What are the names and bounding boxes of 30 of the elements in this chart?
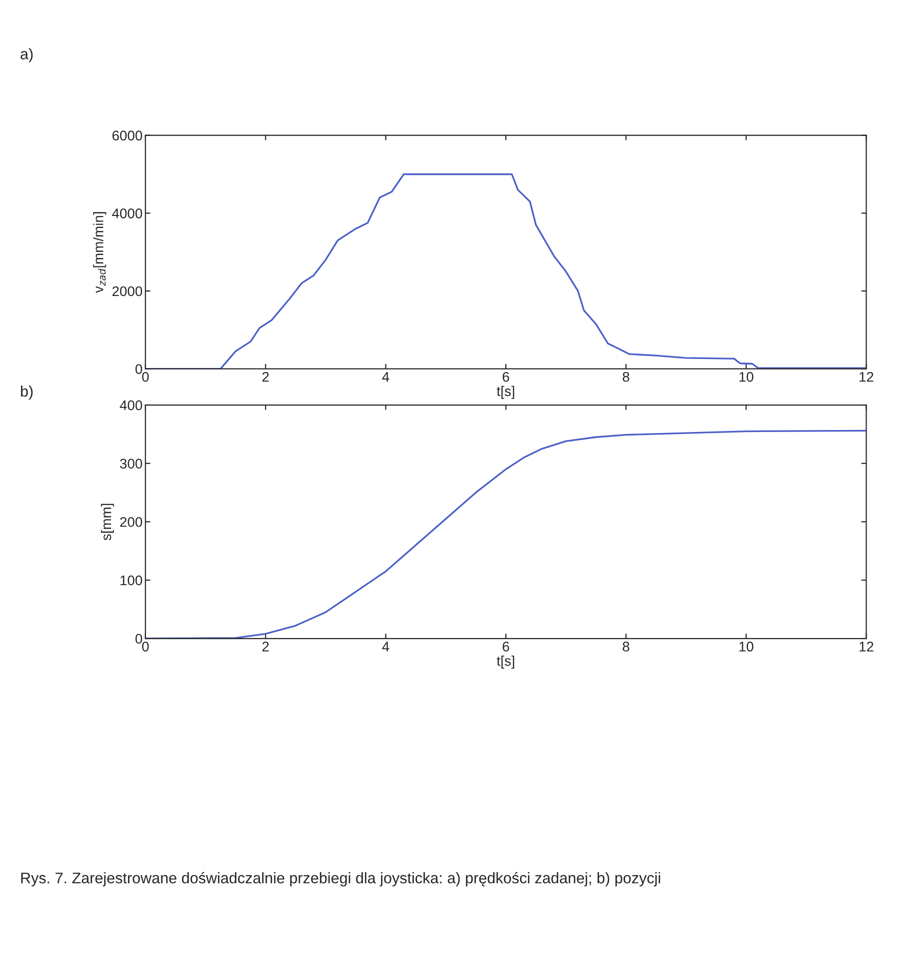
y-tick-label: 100	[120, 575, 142, 586]
x-tick-label: 2	[262, 642, 269, 652]
x-tick-label: 6	[502, 642, 510, 652]
x-axis-title: t[s]	[496, 656, 514, 669]
x-tick-label: 10	[739, 372, 754, 382]
x-axis-title: t[s]	[496, 386, 514, 399]
x-tick-label: 2	[262, 372, 269, 382]
x-tick-label: 10	[739, 642, 754, 652]
y-tick-label: 2000	[112, 286, 142, 296]
text: Rys. 7. Zarejestrowane doświadczalnie przebiegi dla joysticka: a) prędkości zadanej; b) pozycji	[21, 872, 660, 886]
x-tick-label: 8	[622, 372, 630, 382]
x-tick-label: 6	[502, 372, 510, 382]
x-tick-label: 12	[860, 372, 874, 382]
y-tick-label: 200	[120, 517, 142, 527]
x-tick-label: 0	[142, 642, 149, 652]
text: b)	[20, 386, 33, 400]
y-tick-label: 400	[120, 400, 142, 410]
text: a)	[20, 48, 33, 62]
y-tick-label: 0	[135, 364, 142, 374]
y-tick-label: 0	[135, 634, 142, 644]
y-tick-label: 4000	[112, 208, 142, 218]
x-tick-label: 0	[142, 372, 149, 382]
x-tick-label: 4	[382, 642, 390, 652]
y-axis-title: s[mm]	[100, 504, 114, 540]
y-axis-title: v$_{zad}$[mm/min]	[93, 212, 106, 293]
y-tick-label: 300	[120, 458, 142, 469]
y-tick-label: 6000	[112, 130, 142, 140]
x-tick-label: 4	[382, 372, 390, 382]
x-tick-label: 8	[622, 642, 630, 652]
x-tick-label: 12	[860, 642, 874, 652]
